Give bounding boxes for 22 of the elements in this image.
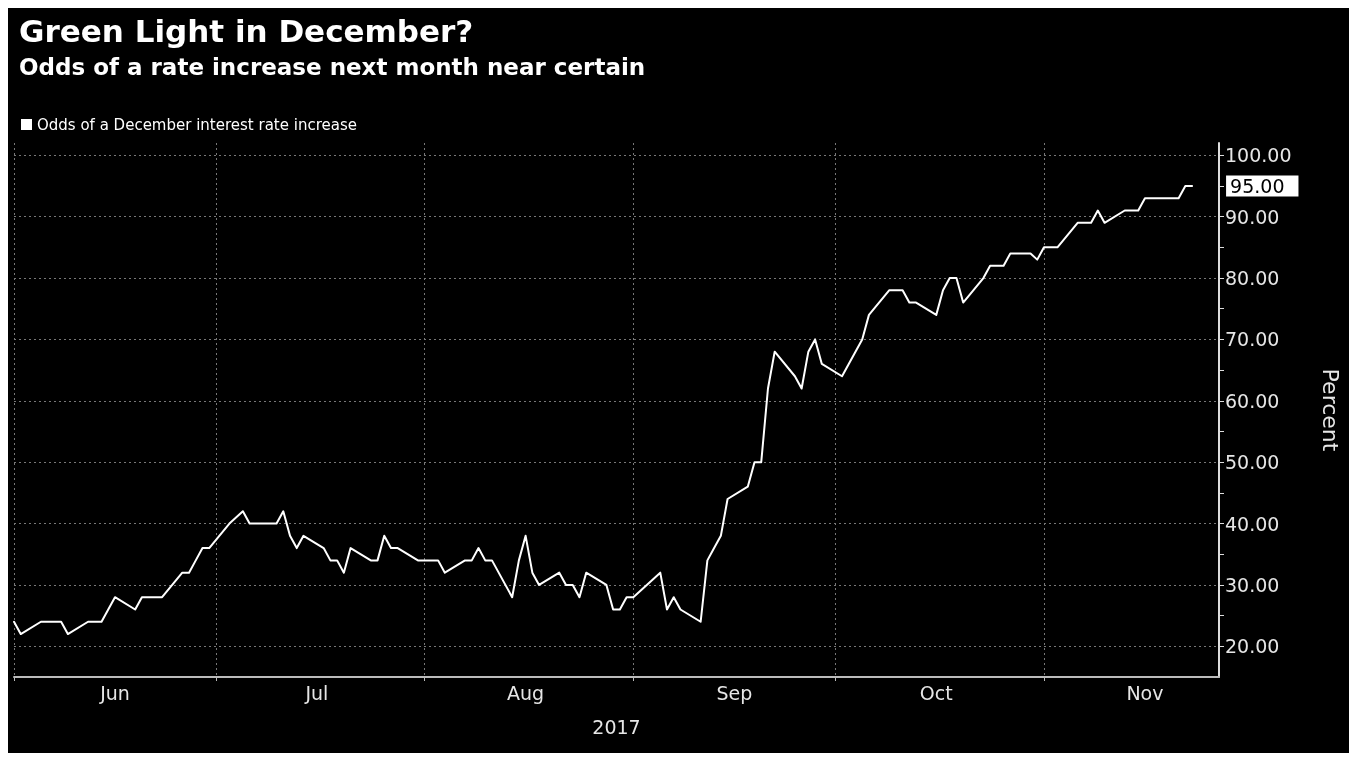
x-tick-label: Sep: [716, 681, 753, 704]
y-tick-label: 80.00: [1225, 267, 1280, 290]
legend-label: Odds of a December interest rate increase: [37, 115, 357, 134]
x-axis-title: 2017: [592, 715, 641, 738]
y-tick-label: 30.00: [1225, 573, 1280, 596]
line-series: [13, 184, 1194, 636]
y-tick-label: 60.00: [1225, 389, 1280, 412]
y-tick-label: 40.00: [1225, 512, 1280, 535]
x-tick-label: Nov: [1126, 681, 1164, 704]
x-tick-label: Jun: [99, 681, 130, 704]
x-tick-label: Jul: [304, 681, 329, 704]
y-tick-label: 90.00: [1225, 205, 1280, 228]
y-tick-label: 100.00: [1225, 144, 1292, 167]
annotation: 95.00: [1230, 174, 1285, 197]
y-tick-label: 70.00: [1225, 328, 1280, 351]
y-tick-label: 20.00: [1225, 635, 1280, 658]
chart-subtitle: Odds of a rate increase next month near certain: [19, 53, 646, 80]
x-tick-label: Oct: [919, 681, 953, 704]
y-axis-title: Percent: [1317, 368, 1343, 452]
y-tick-label: 50.00: [1225, 451, 1280, 474]
chart-title: Green Light in December?: [19, 12, 474, 49]
x-tick-label: Aug: [507, 681, 545, 704]
